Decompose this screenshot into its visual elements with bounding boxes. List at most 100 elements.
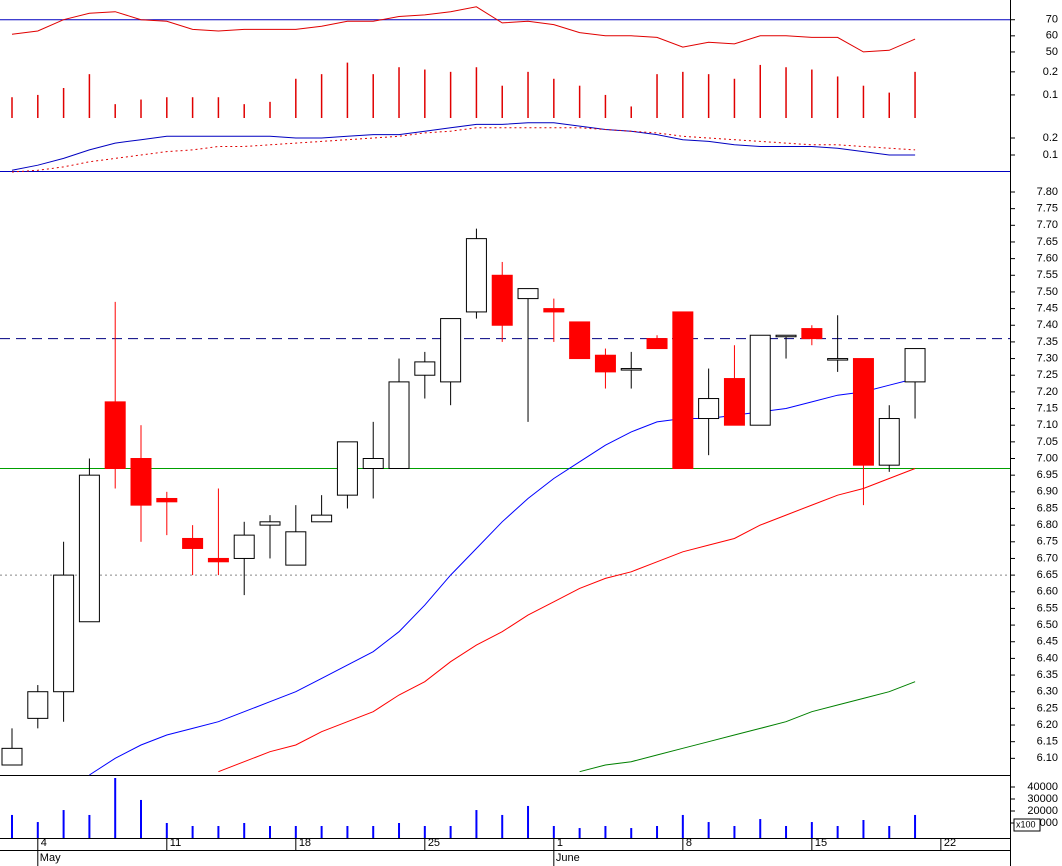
candle-body xyxy=(723,378,745,426)
y-tick-label: 7.75 xyxy=(1037,203,1058,215)
moving-average xyxy=(579,681,916,773)
y-tick-label: 7.05 xyxy=(1037,436,1058,448)
candle-body xyxy=(749,334,771,426)
y-tick-label: 6.50 xyxy=(1037,619,1058,631)
y-tick-label: 0.2 xyxy=(1043,66,1058,78)
y-tick-label: 7.55 xyxy=(1037,269,1058,281)
y-tick-label: 6.40 xyxy=(1037,652,1058,664)
month-label: June xyxy=(556,852,580,864)
candle-body xyxy=(311,514,333,523)
candle-body xyxy=(104,401,126,470)
candle-body xyxy=(543,308,565,313)
x-tick-label: 25 xyxy=(428,837,440,849)
x-tick-label: 18 xyxy=(299,837,311,849)
y-tick-label: 7.15 xyxy=(1037,402,1058,414)
indicator-line xyxy=(11,6,916,53)
unit-box xyxy=(1013,818,1041,832)
y-tick-label: 0.1 xyxy=(1043,149,1058,161)
x-tick-label: 1 xyxy=(557,837,563,849)
y-tick-label: 6.90 xyxy=(1037,486,1058,498)
y-tick-label: 60 xyxy=(1046,30,1058,42)
candle-body xyxy=(53,574,75,693)
y-tick-label: 7.65 xyxy=(1037,236,1058,248)
y-tick-label: 6.95 xyxy=(1037,469,1058,481)
candle-body xyxy=(465,238,487,313)
candle-body xyxy=(672,311,694,470)
candle-body xyxy=(78,474,100,623)
candle-body xyxy=(182,537,204,549)
y-tick-label: 7.40 xyxy=(1037,319,1058,331)
candle-body xyxy=(156,497,178,503)
y-tick-label: 6.10 xyxy=(1037,752,1058,764)
candle-body xyxy=(130,458,152,506)
candle-body xyxy=(1,747,23,766)
candle-body xyxy=(620,368,642,371)
candle-body xyxy=(388,381,410,470)
candle-body xyxy=(207,557,229,563)
candle-body xyxy=(646,338,668,350)
y-tick-label: 6.75 xyxy=(1037,536,1058,548)
candle-body xyxy=(594,354,616,373)
y-tick-label: 7.70 xyxy=(1037,219,1058,231)
y-tick-label: 6.20 xyxy=(1037,719,1058,731)
candle-body xyxy=(440,318,462,383)
indicator-line xyxy=(11,127,916,173)
y-tick-label: 6.35 xyxy=(1037,669,1058,681)
candle-body xyxy=(801,328,823,340)
month-label: May xyxy=(40,852,61,864)
y-tick-label: 0.2 xyxy=(1043,132,1058,144)
y-tick-label: 6.60 xyxy=(1037,586,1058,598)
x-tick-label: 22 xyxy=(944,837,956,849)
y-tick-label: 70 xyxy=(1046,14,1058,26)
y-tick-label: 6.85 xyxy=(1037,502,1058,514)
y-tick-label: 6.25 xyxy=(1037,702,1058,714)
candle-body xyxy=(698,398,720,420)
candle-body xyxy=(569,321,591,360)
candle-body xyxy=(852,358,874,466)
candle-body xyxy=(414,361,436,376)
y-tick-label: 6.65 xyxy=(1037,569,1058,581)
y-tick-label: 6.15 xyxy=(1037,736,1058,748)
candle-body xyxy=(827,358,849,361)
candle-body xyxy=(775,334,797,338)
candle-body xyxy=(27,691,49,719)
y-tick-label: 0.1 xyxy=(1043,89,1058,101)
y-tick-label: 7.25 xyxy=(1037,369,1058,381)
candle-body xyxy=(233,534,255,559)
candle-body xyxy=(904,348,926,383)
candle-body xyxy=(517,288,539,300)
y-tick-label: 7.35 xyxy=(1037,336,1058,348)
y-tick-label: 7.00 xyxy=(1037,452,1058,464)
y-tick-label: 7.30 xyxy=(1037,352,1058,364)
y-tick-label: 7.20 xyxy=(1037,386,1058,398)
x-tick-label: 11 xyxy=(170,837,181,849)
y-tick-label: 40000 xyxy=(1027,781,1058,793)
candle-body xyxy=(878,418,900,466)
y-tick-label: 30000 xyxy=(1027,793,1058,805)
candle-body xyxy=(362,458,384,470)
moving-average xyxy=(89,378,916,776)
indicator-line xyxy=(11,122,916,171)
x-tick-label: 4 xyxy=(41,837,47,849)
moving-average xyxy=(218,468,916,773)
candle-body xyxy=(491,274,513,326)
y-tick-label: 50 xyxy=(1046,46,1058,58)
x-tick-label: 15 xyxy=(815,837,827,849)
candle-body xyxy=(259,521,281,526)
y-tick-label: 7.10 xyxy=(1037,419,1058,431)
y-tick-label: 6.30 xyxy=(1037,686,1058,698)
y-tick-label: 7.45 xyxy=(1037,302,1058,314)
y-tick-label: 6.55 xyxy=(1037,602,1058,614)
y-tick-label: 7.60 xyxy=(1037,253,1058,265)
y-tick-label: 7.80 xyxy=(1037,186,1058,198)
y-tick-label: 7.50 xyxy=(1037,286,1058,298)
y-tick-label: 6.70 xyxy=(1037,552,1058,564)
unit-label: x100 xyxy=(1016,819,1036,829)
y-tick-label: 6.45 xyxy=(1037,636,1058,648)
y-tick-label: 20000 xyxy=(1027,805,1058,817)
x-tick-label: 8 xyxy=(686,837,692,849)
candle-body xyxy=(285,531,307,566)
y-tick-label: 6.80 xyxy=(1037,519,1058,531)
